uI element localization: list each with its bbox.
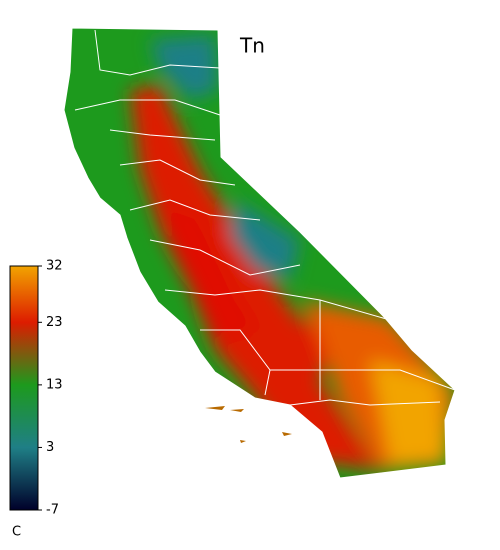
colorbar-tick-label: 13 <box>46 377 63 392</box>
field-blend <box>130 35 455 470</box>
islands <box>205 406 292 443</box>
colorbar-tick-label: 32 <box>46 259 63 274</box>
colorbar-tick-label: 3 <box>46 440 54 455</box>
colorbar-tick-label: 23 <box>46 315 63 330</box>
colorbar <box>9 265 39 511</box>
temperature-field <box>64 28 455 478</box>
colorbar-tick-label: -7 <box>46 503 59 518</box>
map-title: Tn <box>239 34 265 58</box>
county-lines <box>63 27 456 479</box>
california-map <box>63 27 456 479</box>
colorbar-unit: C <box>12 525 21 540</box>
